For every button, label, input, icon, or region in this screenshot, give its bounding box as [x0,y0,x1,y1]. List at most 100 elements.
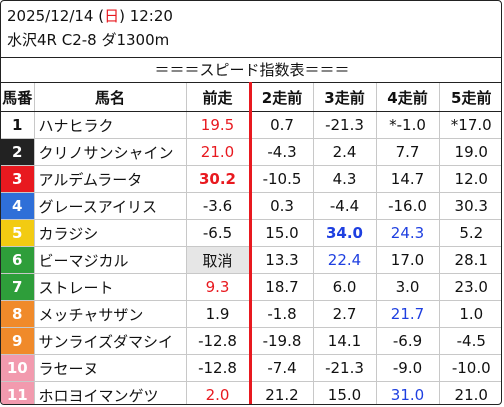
last-race-index: 取消 [185,246,252,274]
race-4-ago-index: 17.0 [375,246,439,274]
last-race-index: 19.5 [185,111,252,139]
race-4-ago-index: 21.7 [375,300,439,328]
race-3-ago-index: -21.3 [312,354,376,382]
table-banner: ＝＝＝スピード指数表＝＝＝ [1,57,501,82]
horse-number: 2 [1,138,34,166]
col-header-5-races-ago: 5走前 [438,82,501,112]
race-3-ago-index: 34.0 [312,219,376,247]
last-race-index: -3.6 [185,192,252,220]
table-row: 5 カラジシ -6.5 15.0 34.0 24.3 5.2 [1,219,501,247]
race-2-ago-index: 0.7 [249,111,313,139]
col-header-4-races-ago: 4走前 [375,82,439,112]
horse-name: カラジシ [33,219,186,247]
race-2-ago-index: 21.2 [249,381,313,404]
race-3-ago-index: 4.3 [312,165,376,193]
horse-name: クリノサンシャイン [33,138,186,166]
race-info: 水沢4R C2-8 ダ1300m [7,31,170,49]
race-5-ago-index: -4.5 [438,327,501,355]
speed-index-table: 馬番 馬名 前走 2走前 3走前 4走前 5走前 1 ハナヒラク 19.5 0.7 -2… [1,82,501,404]
race-4-ago-index: -16.0 [375,192,439,220]
table-row: 7 ストレート 9.3 18.7 6.0 3.0 23.0 [1,273,501,301]
race-3-ago-index: 2.7 [312,300,376,328]
race-5-ago-index: 19.0 [438,138,501,166]
horse-number: 4 [1,192,34,220]
race-4-ago-index: 3.0 [375,273,439,301]
race-datetime: 2025/12/14 (日) 12:20 [7,5,173,26]
race-2-ago-index: 18.7 [249,273,313,301]
horse-number: 1 [1,111,34,139]
last-race-index: -12.8 [185,327,252,355]
col-header-last-race: 前走 [185,82,252,112]
date-prefix: 2025/12/14 ( [7,7,105,25]
horse-number: 11 [1,381,34,404]
race-2-ago-index: 0.3 [249,192,313,220]
race-3-ago-index: -4.4 [312,192,376,220]
horse-number: 5 [1,219,34,247]
col-header-3-races-ago: 3走前 [312,82,376,112]
race-2-ago-index: -7.4 [249,354,313,382]
horse-number: 6 [1,246,34,274]
horse-number: 7 [1,273,34,301]
table-row: 3 アルデムラータ 30.2 -10.5 4.3 14.7 12.0 [1,165,501,193]
race-5-ago-index: *17.0 [438,111,501,139]
table-row: 4 グレースアイリス -3.6 0.3 -4.4 -16.0 30.3 [1,192,501,220]
race-4-ago-index: 14.7 [375,165,439,193]
race-4-ago-index: 24.3 [375,219,439,247]
race-3-ago-index: 6.0 [312,273,376,301]
date-suffix: ) 12:20 [119,7,173,25]
race-2-ago-index: -10.5 [249,165,313,193]
race-2-ago-index: 15.0 [249,219,313,247]
race-5-ago-index: 23.0 [438,273,501,301]
col-header-2-races-ago: 2走前 [249,82,313,112]
race-3-ago-index: 14.1 [312,327,376,355]
table-row: 8 メッチャサザン 1.9 -1.8 2.7 21.7 1.0 [1,300,501,328]
last-race-index: -12.8 [185,354,252,382]
table-row: 10 ラセーヌ -12.8 -7.4 -21.3 -9.0 -10.0 [1,354,501,382]
race-5-ago-index: -10.0 [438,354,501,382]
horse-name: ビーマジカル [33,246,186,274]
table-row: 6 ビーマジカル 取消 13.3 22.4 17.0 28.1 [1,246,501,274]
horse-number: 3 [1,165,34,193]
race-5-ago-index: 21.0 [438,381,501,404]
race-5-ago-index: 28.1 [438,246,501,274]
last-race-index: 1.9 [185,300,252,328]
col-header-number: 馬番 [1,82,34,112]
horse-name: ホロヨイマンゲツ [33,381,186,404]
race-3-ago-index: -21.3 [312,111,376,139]
horse-name: アルデムラータ [33,165,186,193]
last-race-index: 9.3 [185,273,252,301]
horse-name: グレースアイリス [33,192,186,220]
col-header-horse: 馬名 [33,82,186,112]
race-2-ago-index: -1.8 [249,300,313,328]
race-5-ago-index: 5.2 [438,219,501,247]
race-5-ago-index: 1.0 [438,300,501,328]
horse-name: ハナヒラク [33,111,186,139]
horse-number: 9 [1,327,34,355]
table-row: 2 クリノサンシャイン 21.0 -4.3 2.4 7.7 19.0 [1,138,501,166]
race-4-ago-index: -6.9 [375,327,439,355]
table-row: 11 ホロヨイマンゲツ 2.0 21.2 15.0 31.0 21.0 [1,381,501,404]
race-4-ago-index: -9.0 [375,354,439,382]
race-3-ago-index: 15.0 [312,381,376,404]
race-5-ago-index: 30.3 [438,192,501,220]
table-row: 1 ハナヒラク 19.5 0.7 -21.3 *-1.0 *17.0 [1,111,501,139]
horse-name: ストレート [33,273,186,301]
last-race-index: 30.2 [185,165,252,193]
horse-name: サンライズダマシイ [33,327,186,355]
race-3-ago-index: 22.4 [312,246,376,274]
horse-name: ラセーヌ [33,354,186,382]
race-3-ago-index: 2.4 [312,138,376,166]
table-row: 9 サンライズダマシイ -12.8 -19.8 14.1 -6.9 -4.5 [1,327,501,355]
race-5-ago-index: 12.0 [438,165,501,193]
race-2-ago-index: -19.8 [249,327,313,355]
horse-number: 10 [1,354,34,382]
horse-name: メッチャサザン [33,300,186,328]
race-2-ago-index: 13.3 [249,246,313,274]
horse-number: 8 [1,300,34,328]
last-race-index: 21.0 [185,138,252,166]
race-4-ago-index: 7.7 [375,138,439,166]
day-of-week: 日 [104,7,120,25]
table-header-row: 馬番 馬名 前走 2走前 3走前 4走前 5走前 [1,82,501,112]
race-2-ago-index: -4.3 [249,138,313,166]
